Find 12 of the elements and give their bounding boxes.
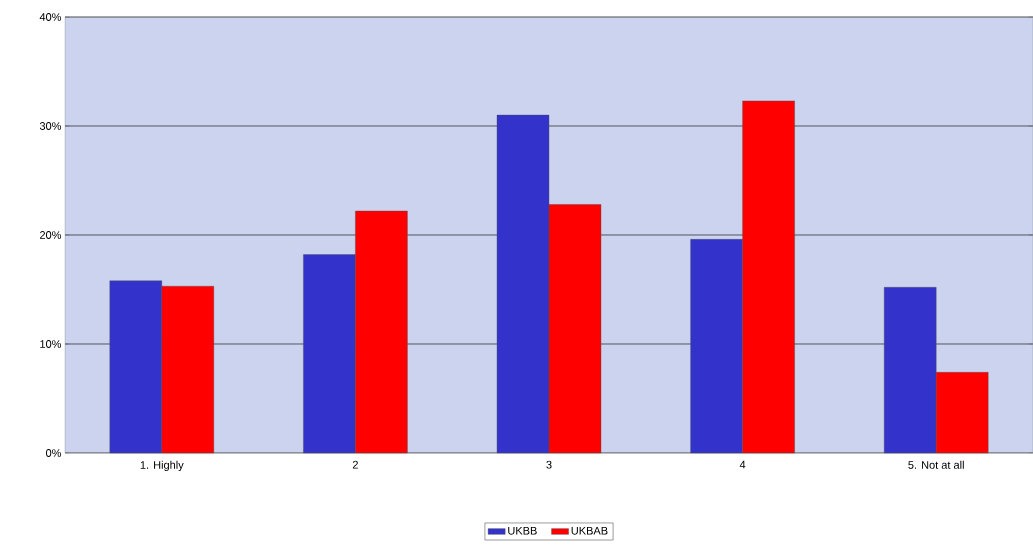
y-tick-label: 0% xyxy=(46,449,62,457)
y-tick-label: 30% xyxy=(39,122,62,130)
x-tick-label: 2 xyxy=(352,460,358,469)
legend-label: UKBAB xyxy=(571,526,608,535)
y-tick-label: 10% xyxy=(40,340,62,348)
x-tick-label: 5. Not at all xyxy=(908,460,964,469)
x-tick-label: 4 xyxy=(739,460,746,469)
y-tick-label: 40% xyxy=(39,13,62,21)
x-tick-label: 1. Highly xyxy=(140,460,184,472)
legend-label: UKBB xyxy=(508,526,537,535)
x-tick-label: 3 xyxy=(546,460,552,469)
y-tick-label: 20% xyxy=(40,231,62,239)
